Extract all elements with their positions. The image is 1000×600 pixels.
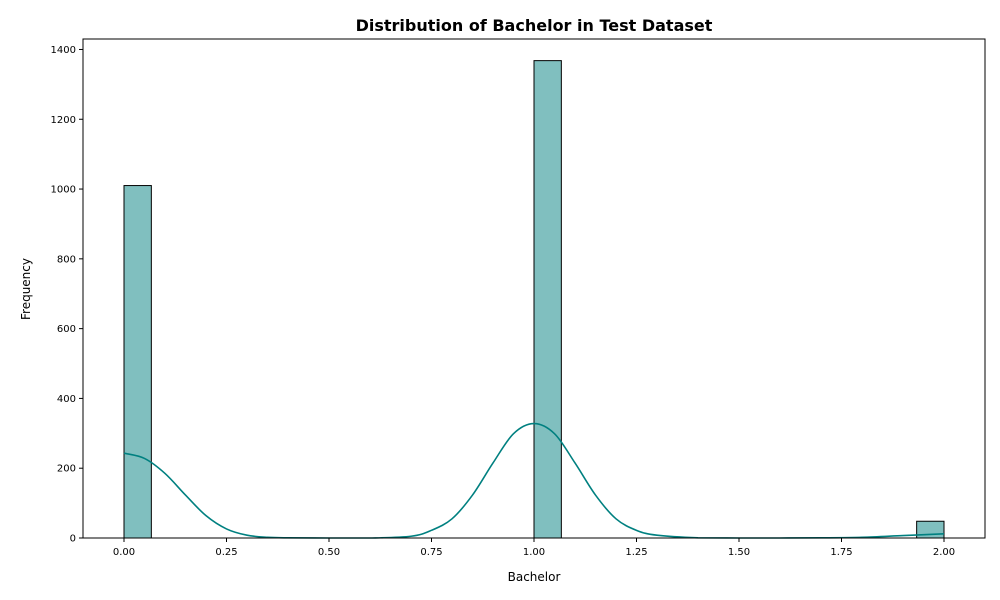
x-tick-label: 1.75 xyxy=(830,547,852,558)
x-tick-label: 0.00 xyxy=(113,547,135,558)
y-tick-label: 0 xyxy=(70,534,76,545)
y-tick-label: 200 xyxy=(57,464,76,475)
x-tick-label: 1.00 xyxy=(523,547,545,558)
y-tick-label: 400 xyxy=(57,394,76,405)
y-axis-ticks: 0 200 400 600 800 1000 1200 1400 xyxy=(51,45,83,545)
x-tick-label: 1.25 xyxy=(625,547,647,558)
x-tick-label: 1.50 xyxy=(728,547,750,558)
y-tick-label: 1200 xyxy=(51,115,76,126)
y-tick-label: 600 xyxy=(57,324,76,335)
y-tick-label: 800 xyxy=(57,254,76,265)
x-axis-ticks: 0.00 0.25 0.50 0.75 1.00 1.25 1.50 1.75 2.00 xyxy=(113,538,955,558)
y-axis-title: Frequency xyxy=(19,258,33,320)
histogram-bars xyxy=(123,60,945,539)
histogram-bar-1 xyxy=(533,60,562,539)
x-tick-label: 0.50 xyxy=(318,547,340,558)
y-tick-label: 1000 xyxy=(51,185,76,196)
chart-title: Distribution of Bachelor in Test Dataset xyxy=(356,16,713,35)
y-tick-label: 1400 xyxy=(51,45,76,56)
x-axis-title: Bachelor xyxy=(508,570,561,584)
x-tick-label: 0.25 xyxy=(215,547,237,558)
histogram-bar-0 xyxy=(123,185,152,539)
x-tick-label: 0.75 xyxy=(420,547,442,558)
x-tick-label: 2.00 xyxy=(933,547,955,558)
